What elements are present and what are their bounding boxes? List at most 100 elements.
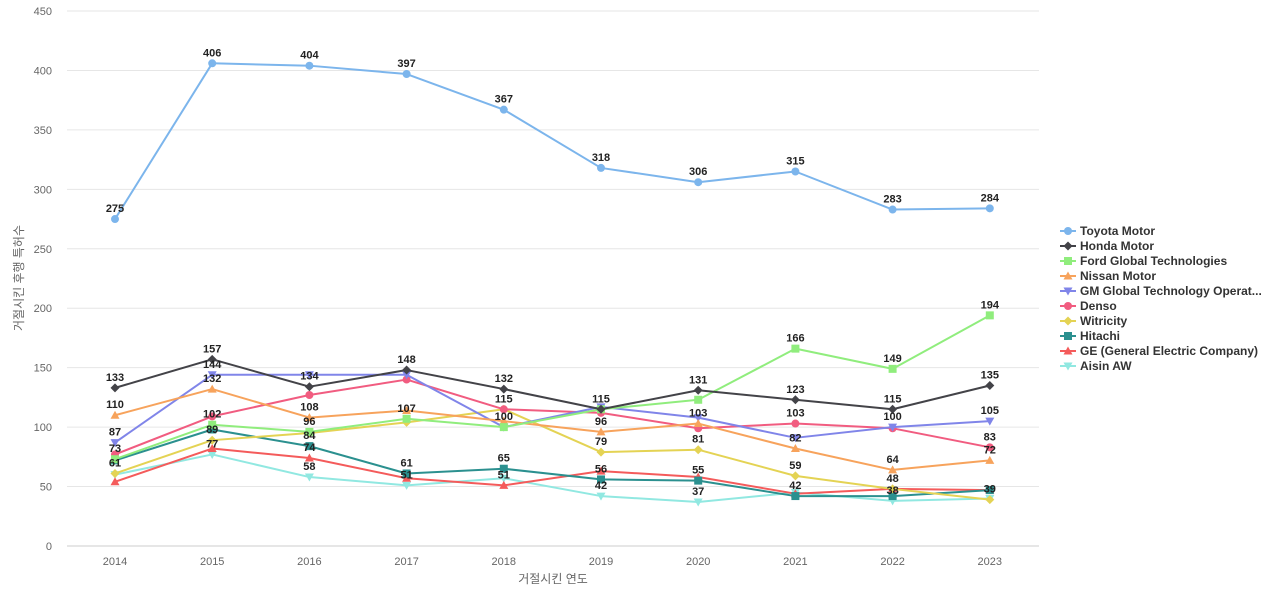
data-label: 81 — [692, 434, 704, 446]
data-point — [402, 365, 412, 375]
y-axis-ticks: 0 50 100 150 200 250 300 350 400 450 — [34, 6, 52, 553]
series-line — [114, 314, 991, 461]
data-label: 100 — [495, 411, 513, 423]
data-point — [596, 492, 606, 501]
data-label: 37 — [692, 486, 704, 498]
data-point — [499, 480, 509, 489]
data-label: 65 — [498, 453, 510, 465]
data-point — [207, 354, 217, 364]
data-point — [499, 474, 509, 483]
data-label: 79 — [595, 436, 607, 448]
data-point — [499, 464, 508, 473]
legend-label: Denso — [1080, 299, 1117, 313]
legend-item[interactable]: Honda Motor — [1060, 239, 1154, 253]
x-tick-label: 2018 — [492, 556, 516, 568]
data-point — [597, 163, 605, 172]
data-label: 42 — [595, 480, 607, 492]
data-label: 100 — [883, 411, 901, 423]
data-point — [597, 475, 605, 484]
y-axis-title: 거절시킨 후행 특허수 — [11, 225, 26, 331]
data-point — [207, 435, 217, 445]
data-point — [985, 311, 994, 320]
data-point — [208, 420, 217, 429]
data-label: 56 — [595, 463, 607, 475]
x-tick-label: 2016 — [297, 556, 321, 568]
series-witricity — [110, 404, 995, 505]
data-point — [888, 484, 898, 494]
data-label: 166 — [786, 333, 804, 345]
series-ge-general-electric-company- — [110, 444, 995, 498]
data-point — [304, 453, 314, 462]
data-label: 103 — [786, 408, 804, 420]
data-point — [499, 105, 508, 114]
x-tick-label: 2019 — [589, 556, 613, 568]
data-label: 135 — [981, 370, 999, 382]
data-point — [304, 382, 314, 392]
data-point — [207, 444, 217, 453]
data-point — [985, 204, 994, 213]
data-label: 157 — [203, 343, 221, 355]
data-point — [110, 477, 120, 486]
data-label: 144 — [203, 359, 222, 371]
y-tick-label: 200 — [34, 303, 52, 315]
legend-item[interactable]: Ford Global Technologies — [1060, 254, 1227, 268]
x-axis-ticks: 2014 2015 2016 2017 2018 2019 2020 2021 2022 2023 — [103, 556, 1002, 568]
legend-item[interactable]: GE (General Electric Company) — [1060, 344, 1258, 358]
legend-marker — [1063, 362, 1073, 371]
data-point — [110, 439, 120, 448]
data-label: 149 — [883, 353, 901, 365]
y-tick-label: 0 — [46, 541, 52, 553]
legend-marker — [1063, 346, 1073, 355]
data-point — [402, 473, 412, 482]
data-point — [596, 404, 606, 414]
legend-item[interactable]: GM Global Technology Operat... — [1060, 284, 1262, 298]
data-label: 87 — [109, 427, 121, 439]
data-point — [402, 469, 411, 478]
data-point — [790, 434, 800, 443]
legend-item[interactable]: Aisin AW — [1060, 359, 1132, 373]
data-label: 132 — [495, 373, 513, 385]
legend-item[interactable]: Witricity — [1060, 314, 1128, 328]
data-point — [207, 371, 217, 380]
legend-item[interactable]: Hitachi — [1060, 329, 1120, 343]
data-label: 51 — [400, 469, 412, 481]
legend-marker — [1064, 257, 1072, 265]
series-line — [114, 408, 990, 501]
series-lines — [110, 59, 995, 507]
x-tick-label: 2015 — [200, 556, 224, 568]
data-label: 194 — [981, 299, 1000, 311]
data-point — [596, 427, 606, 436]
data-label: 315 — [786, 156, 804, 168]
data-point — [694, 395, 703, 404]
data-point — [402, 375, 411, 384]
legend-item[interactable]: Nissan Motor — [1060, 269, 1156, 283]
series-honda-motor — [110, 354, 995, 414]
x-tick-label: 2021 — [783, 556, 807, 568]
data-point — [888, 423, 898, 432]
data-label: 108 — [300, 402, 318, 414]
series-ford-global-technologies — [111, 311, 994, 464]
data-label: 77 — [206, 438, 218, 450]
legend-marker — [1063, 316, 1073, 326]
data-point — [402, 70, 411, 79]
series-line — [114, 358, 991, 411]
data-point — [790, 395, 800, 405]
legend-marker — [1064, 227, 1072, 235]
data-label: 59 — [789, 460, 801, 472]
data-label: 38 — [886, 485, 898, 497]
legend-item[interactable]: Toyota Motor — [1060, 224, 1155, 238]
data-point — [985, 455, 995, 464]
data-label: 105 — [981, 405, 999, 417]
data-point — [791, 419, 800, 428]
data-point — [693, 414, 703, 423]
legend-marker — [1064, 332, 1072, 340]
data-label: 284 — [981, 192, 1000, 204]
data-label: 61 — [400, 457, 412, 469]
legend-item[interactable]: Denso — [1060, 299, 1117, 313]
data-label: 107 — [397, 403, 415, 415]
data-label: 83 — [984, 431, 996, 443]
data-point — [888, 205, 897, 214]
data-point — [596, 447, 606, 457]
data-point — [207, 384, 217, 393]
